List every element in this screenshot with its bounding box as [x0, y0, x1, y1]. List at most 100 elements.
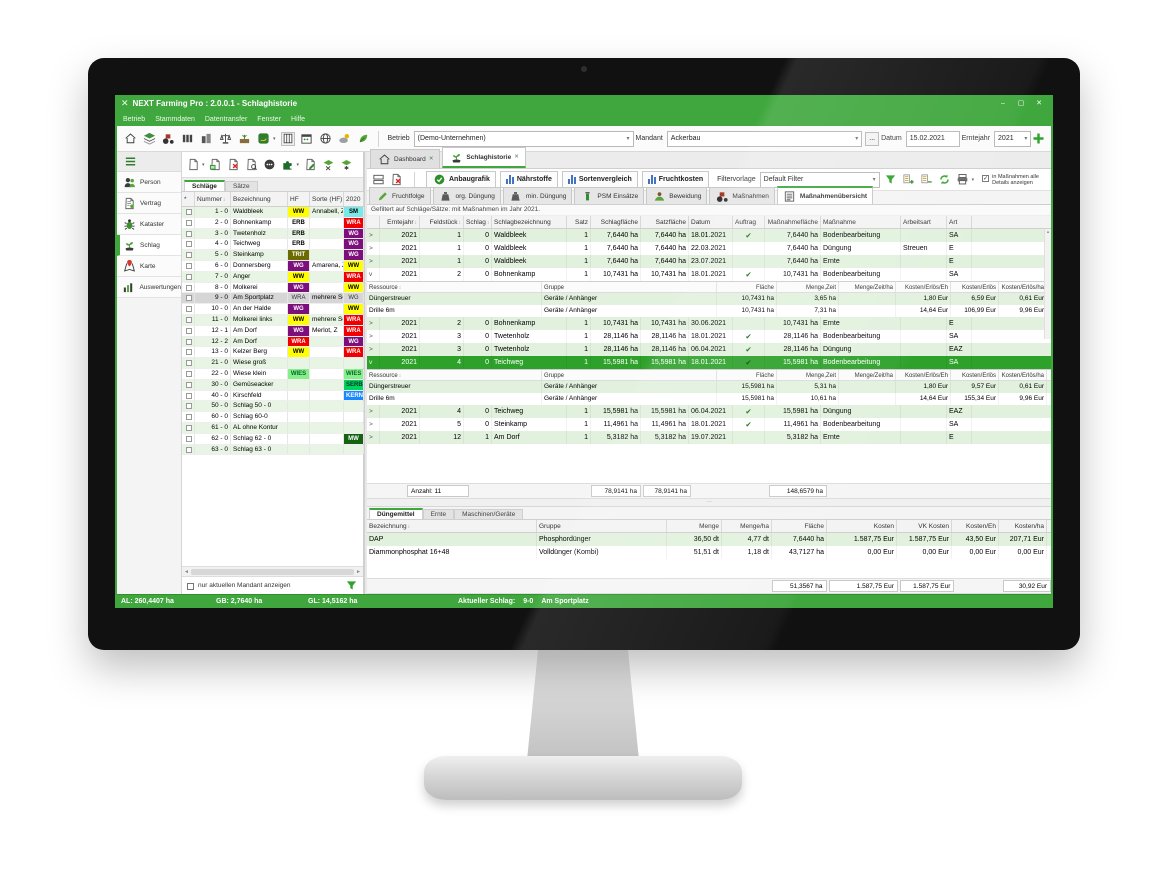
tab-dashboard[interactable]: Dashboard ✕: [370, 149, 441, 168]
vertical-scrollbar[interactable]: ▴: [1044, 229, 1051, 339]
schlag-row[interactable]: 63 - 0 Schlag 63 - 0: [182, 444, 364, 456]
subtab-psm-eins-tze[interactable]: PSM Einsätze: [574, 187, 645, 204]
calendar-icon[interactable]: [300, 132, 314, 146]
schlag-row[interactable]: 30 - 0 Gemüseacker SERB: [182, 379, 364, 391]
row-checkbox[interactable]: [186, 219, 192, 226]
schlag-row[interactable]: 50 - 0 Schlag 50 - 0: [182, 401, 364, 413]
massnahme-row[interactable]: v 2021 4 0 Teichweg 1 15,5981 ha 15,5981 ha 18.0…: [367, 356, 1051, 369]
printer-icon[interactable]: [956, 173, 970, 187]
scroll-left-icon[interactable]: ◄: [184, 568, 189, 575]
view-button-fruchtkosten[interactable]: Fruchtkosten: [641, 171, 710, 188]
subtab-beweidung[interactable]: Beweidung: [646, 187, 708, 204]
duengemittel-row[interactable]: Diammonphosphat 16+48 Volldünger (Kombi) 5…: [367, 545, 1051, 559]
sidebar-item-schlag[interactable]: Schlag: [117, 235, 181, 256]
maximize-button[interactable]: ▢: [1017, 100, 1025, 107]
more-button[interactable]: ...: [865, 131, 880, 146]
scale-icon[interactable]: [218, 132, 232, 146]
schlag-row[interactable]: 1 - 0 Waldbleek WW Annabell, Z SM: [182, 207, 364, 218]
massnahme-row[interactable]: >2021 2 0 Bohnenkamp 1 10,7431 ha 10,7431 ha 30…: [367, 317, 1051, 330]
scroll-right-icon[interactable]: ►: [356, 568, 361, 575]
schlag-row[interactable]: 4 - 0 Teichweg ERB WG: [182, 239, 364, 251]
doc-delete-icon[interactable]: [227, 158, 241, 172]
field-icon[interactable]: [237, 132, 251, 146]
filter-icon[interactable]: [344, 579, 358, 593]
row-checkbox[interactable]: [186, 316, 192, 323]
schlag-row[interactable]: 2 - 0 Bohnenkamp ERB WRA: [182, 217, 364, 229]
massnahme-row[interactable]: >2021 1 0 Waldbleek 1 7,6440 ha 7,6440 ha 22.03…: [367, 242, 1051, 255]
mandant-filter-checkbox[interactable]: [187, 582, 194, 590]
schlag-row[interactable]: 22 - 0 Wiese klein WIES WIES: [182, 368, 364, 380]
deere-icon[interactable]: [256, 132, 270, 146]
subtab-org-d-ngung[interactable]: org. Düngung: [432, 187, 501, 204]
dropdown-arrow-icon[interactable]: ▾: [202, 161, 205, 168]
sidebar-item-karte[interactable]: Karte: [117, 256, 181, 277]
sidebar-item-kataster[interactable]: Kataster: [117, 214, 181, 235]
row-checkbox[interactable]: [186, 241, 192, 248]
mandant-select[interactable]: Ackerbau ▾: [666, 130, 863, 147]
massnahme-row[interactable]: >2021 3 0 Twetenholz 1 28,1146 ha 28,1146 ha 18…: [367, 330, 1051, 343]
menu-item-stammdaten[interactable]: Stammdaten: [155, 115, 195, 123]
subtab-ma-nahmen[interactable]: Maßnahmen: [709, 187, 775, 204]
duengemittel-row[interactable]: DAP Phosphordünger 36,50 dt 4,77 dt 7,6440 h…: [367, 532, 1051, 546]
columns-icon[interactable]: [180, 132, 194, 146]
massnahme-row[interactable]: >2021 1 0 Waldbleek 1 7,6440 ha 7,6440 ha 23.07…: [367, 255, 1051, 268]
tab-sätze[interactable]: Sätze: [224, 181, 258, 191]
bottom-tab-maschinen-ger-te[interactable]: Maschinen/Geräte: [454, 508, 524, 519]
home-icon[interactable]: [123, 132, 137, 146]
schlag-row[interactable]: 6 - 0 Donnersberg WG Amarena, Z WW: [182, 260, 364, 272]
row-checkbox[interactable]: [186, 273, 192, 280]
nav-menu-button[interactable]: [117, 152, 181, 172]
view-button-anbaugrafik[interactable]: Anbaugrafik: [426, 171, 496, 188]
schlag-row[interactable]: 12 - 2 Am Dorf WRA WG: [182, 336, 364, 348]
grid-icon[interactable]: [280, 131, 295, 146]
massnahme-row[interactable]: v 2021 2 0 Bohnenkamp 1 10,7431 ha 10,7431 ha 18…: [367, 268, 1051, 281]
leaf-icon[interactable]: [357, 132, 371, 146]
massnahme-row[interactable]: >2021 4 0 Teichweg 1 15,5981 ha 15,5981 ha 06.0…: [367, 405, 1051, 418]
view-button-nährstoffe[interactable]: Nährstoffe: [499, 171, 558, 188]
ressource-row[interactable]: Drille 6m Geräte / Anhänger 15,5981 ha 10,6…: [367, 393, 1051, 405]
ressource-row[interactable]: Düngerstreuer Geräte / Anhänger 10,7431 ha…: [367, 293, 1051, 305]
panel-splitter[interactable]: ···: [367, 498, 1051, 507]
row-checkbox[interactable]: [186, 306, 192, 313]
schlag-row[interactable]: 21 - 0 Wiese groß: [182, 358, 364, 369]
doc-new-icon[interactable]: [186, 158, 200, 172]
horizontal-scrollbar[interactable]: ◄ ►: [182, 566, 363, 576]
row-checkbox[interactable]: [186, 252, 192, 259]
tab-close-icon[interactable]: ✕: [428, 156, 434, 162]
bottom-tab-ernte[interactable]: Ernte: [422, 508, 455, 519]
row-checkbox[interactable]: [186, 230, 192, 237]
field-star-icon[interactable]: [339, 158, 353, 172]
tractor-icon[interactable]: [161, 132, 175, 146]
doc-copy-icon[interactable]: [209, 158, 223, 172]
dropdown-arrow-icon[interactable]: ▾: [971, 176, 975, 183]
massnahme-row[interactable]: >2021 12 1 Am Dorf 1 5,3182 ha 5,3182 ha 19.07.…: [367, 431, 1051, 444]
schlag-row[interactable]: 40 - 0 Kirschfeld KERN: [182, 390, 364, 402]
row-checkbox[interactable]: [186, 262, 192, 269]
schlag-row[interactable]: 10 - 0 An der Halde WG WW: [182, 304, 364, 315]
schlag-row[interactable]: 7 - 0 Anger WW WRA: [182, 271, 364, 283]
schlag-row[interactable]: 8 - 0 Molkerei WG WW: [182, 282, 364, 294]
row-checkbox[interactable]: [186, 392, 192, 399]
tree-close-icon[interactable]: [920, 173, 934, 187]
schlag-row[interactable]: 62 - 0 Schlag 62 - 0 MW: [182, 433, 364, 445]
row-checkbox[interactable]: [186, 338, 192, 345]
add-year-icon[interactable]: [1031, 132, 1045, 146]
tab-schlaghistorie[interactable]: Schlaghistorie ✕: [442, 147, 526, 168]
checkbox-icon[interactable]: ✓: [982, 174, 990, 182]
row-checkbox[interactable]: [186, 349, 192, 356]
schlag-row[interactable]: 3 - 0 Twetenholz ERB WG: [182, 228, 364, 240]
erntejahr-select[interactable]: 2021 ▾: [994, 130, 1032, 147]
view-button-sortenvergleich[interactable]: Sortenvergleich: [561, 171, 638, 188]
field-remove-icon[interactable]: [321, 158, 335, 172]
menu-item-betrieb[interactable]: Betrieb: [123, 115, 146, 123]
betrieb-select[interactable]: (Demo-Unternehmen) ▾: [413, 130, 634, 147]
layers-icon[interactable]: [142, 132, 156, 146]
menu-item-fenster[interactable]: Fenster: [257, 115, 282, 123]
ressource-row[interactable]: Düngerstreuer Geräte / Anhänger 15,5981 ha…: [367, 381, 1051, 393]
dropdown-arrow-icon[interactable]: ▾: [296, 161, 300, 168]
row-checkbox[interactable]: [186, 360, 192, 367]
tab-close-icon[interactable]: ✕: [514, 154, 519, 160]
row-checkbox[interactable]: [186, 403, 192, 410]
tab-schläge[interactable]: Schläge: [184, 180, 225, 191]
